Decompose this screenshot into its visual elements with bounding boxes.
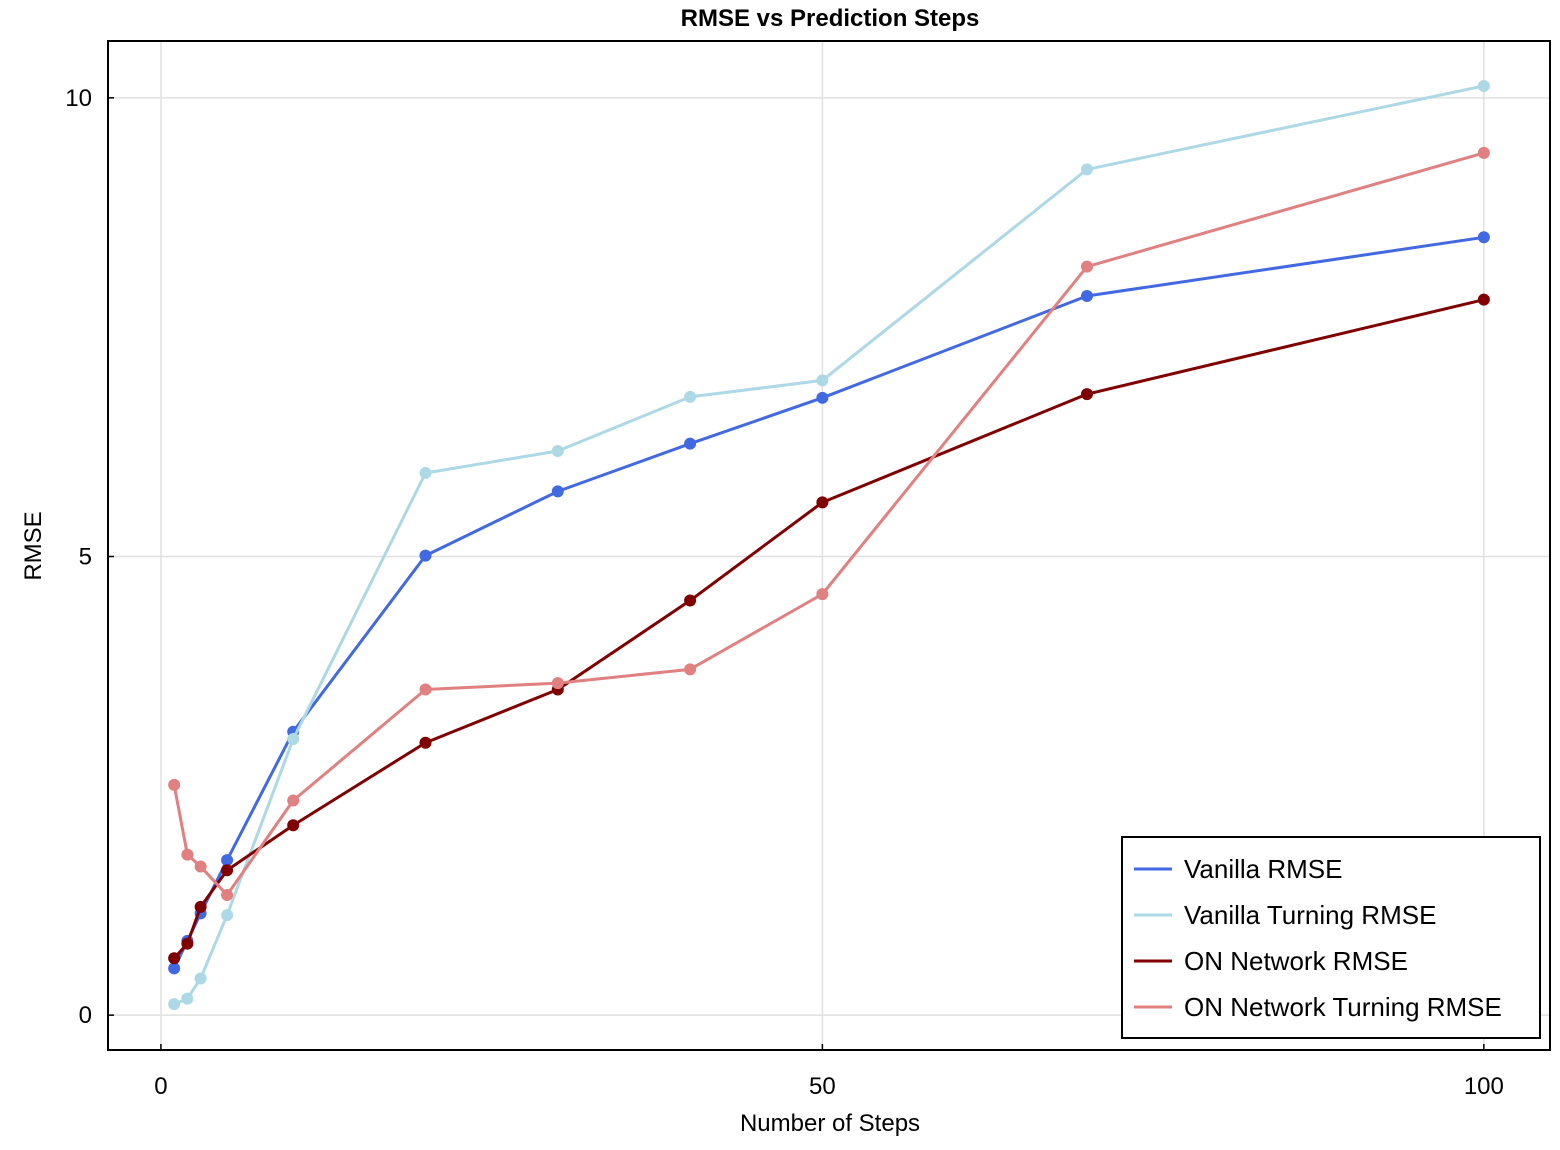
legend-box (1121, 836, 1541, 1039)
data-point (287, 733, 300, 746)
x-axis-label: Number of Steps (740, 1110, 920, 1137)
data-point (816, 391, 829, 404)
data-point (1477, 146, 1490, 159)
data-point (684, 594, 697, 607)
data-point (816, 374, 829, 387)
data-point (181, 848, 194, 861)
data-point (194, 972, 207, 985)
data-point (551, 445, 564, 458)
data-point (816, 496, 829, 509)
data-point (684, 390, 697, 403)
data-point (221, 864, 234, 877)
data-point (1080, 388, 1093, 401)
data-point (221, 909, 234, 922)
data-point (1477, 79, 1490, 92)
data-point (684, 663, 697, 676)
data-point (1477, 231, 1490, 244)
data-point (1080, 260, 1093, 273)
legend-entry: ON Network Turning RMSE (1134, 992, 1502, 1022)
series-layer (168, 79, 1490, 1011)
series-vanilla-turning-rmse (168, 79, 1490, 1011)
chart-title: RMSE vs Prediction Steps (681, 5, 980, 32)
legend-entry: Vanilla RMSE (1134, 854, 1342, 884)
axis-ticks: 0 50 100 0 5 10 (65, 85, 1504, 1100)
x-tick-label: 100 (1464, 1073, 1504, 1100)
y-tick-label: 5 (79, 544, 92, 571)
data-point (287, 794, 300, 807)
data-point (168, 962, 181, 975)
legend-label: ON Network Turning RMSE (1184, 992, 1502, 1022)
data-point (168, 952, 181, 965)
data-point (684, 437, 697, 450)
legend-entry: Vanilla Turning RMSE (1134, 900, 1436, 930)
data-point (287, 819, 300, 832)
y-tick-label: 0 (79, 1002, 92, 1029)
legend: Vanilla RMSE Vanilla Turning RMSE ON Netwo… (1121, 836, 1541, 1039)
data-point (168, 998, 181, 1011)
plot-frame (107, 40, 1551, 1051)
data-point (181, 992, 194, 1005)
data-point (1080, 163, 1093, 176)
x-tick-label: 0 (154, 1073, 167, 1100)
data-point (181, 937, 194, 950)
data-point (419, 467, 432, 480)
data-point (194, 900, 207, 913)
legend-label: Vanilla RMSE (1184, 854, 1342, 884)
data-point (1477, 293, 1490, 306)
data-point (221, 854, 234, 867)
data-point (419, 683, 432, 696)
legend-entry: ON Network RMSE (1134, 946, 1408, 976)
y-axis-label: RMSE (20, 511, 47, 580)
legend-label: Vanilla Turning RMSE (1184, 900, 1436, 930)
data-point (551, 485, 564, 498)
data-point (221, 888, 234, 901)
x-tick-label: 50 (809, 1073, 836, 1100)
data-point (816, 588, 829, 601)
legend-label: ON Network RMSE (1184, 946, 1408, 976)
y-tick-label: 10 (65, 85, 92, 112)
data-point (419, 736, 432, 749)
data-point (551, 677, 564, 690)
data-point (194, 860, 207, 873)
series-line (172, 151, 1485, 897)
data-point (1080, 290, 1093, 303)
series-on-network-turning-rmse (168, 146, 1490, 901)
data-point (168, 778, 181, 791)
data-point (419, 549, 432, 562)
